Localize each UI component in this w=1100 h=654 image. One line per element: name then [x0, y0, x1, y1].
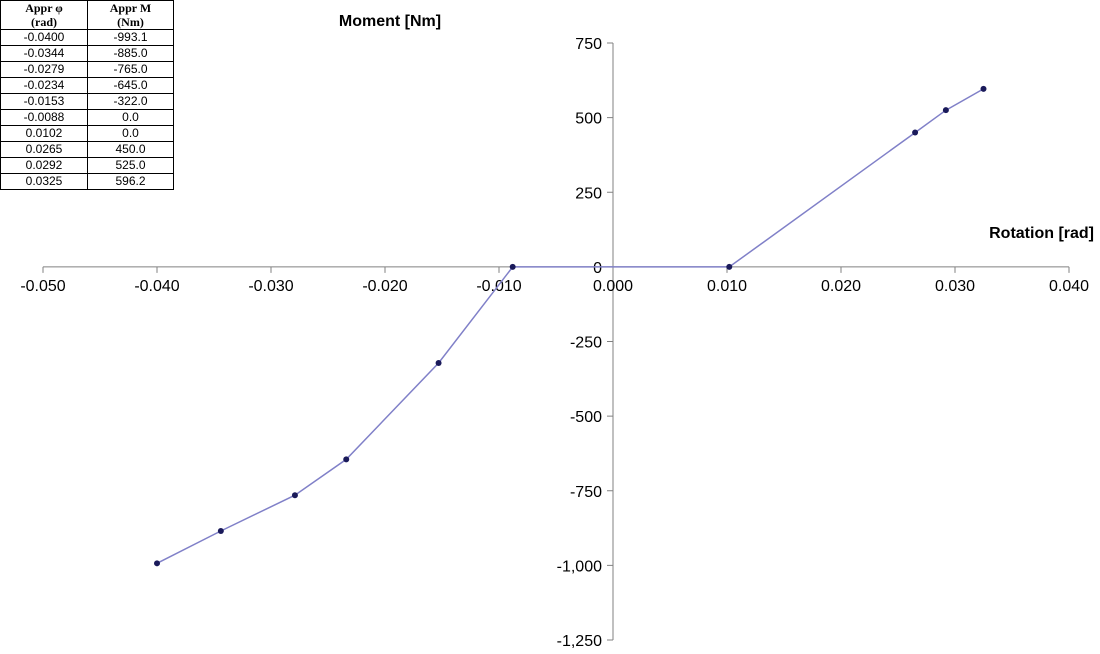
cell-moment: 0.0 [87, 109, 174, 126]
cell-moment: -885.0 [87, 45, 174, 62]
cell-rotation: -0.0153 [0, 93, 88, 110]
y-tick-label: 0 [593, 260, 602, 277]
series-line [156, 88, 984, 564]
data-points [154, 85, 987, 567]
data-point [726, 263, 733, 270]
data-point [154, 560, 160, 567]
header-moment: Appr M (Nm) [87, 0, 174, 30]
table-row: 0.0292 525.0 [0, 157, 174, 174]
table-row: 0.0265 450.0 [0, 141, 174, 158]
table-row: -0.0153 -322.0 [0, 93, 174, 110]
cell-rotation: 0.0325 [0, 173, 88, 190]
y-axis-title: Moment [Nm] [339, 13, 441, 30]
header-moment-line1: Appr M [109, 1, 152, 15]
data-point [343, 456, 350, 463]
y-tick-label: -1,250 [557, 633, 602, 650]
x-tick-label: 0.030 [935, 278, 975, 295]
y-tick-label: 500 [575, 111, 602, 128]
cell-rotation: -0.0400 [0, 29, 88, 46]
cell-moment: -765.0 [87, 61, 174, 78]
axes: -0.050 -0.040 -0.030 -0.020 -0.010 0.000 0.010… [20, 36, 1089, 650]
table-header-row: Appr φ (rad) Appr M (Nm) [0, 0, 174, 30]
table-row: -0.0234 -645.0 [0, 77, 174, 94]
y-tick-label: 250 [575, 185, 602, 202]
data-point [912, 129, 919, 136]
data-point [291, 492, 298, 499]
x-tick-label: 0.020 [821, 278, 861, 295]
cell-moment: -993.1 [87, 29, 174, 46]
cell-rotation: -0.0279 [0, 61, 88, 78]
x-tick-label: 0.010 [707, 278, 747, 295]
table-row: -0.0400 -993.1 [0, 29, 174, 46]
cell-moment: 450.0 [87, 141, 174, 158]
x-tick-label: -0.030 [248, 278, 293, 295]
table-row: -0.0344 -885.0 [0, 45, 174, 62]
table-row: -0.0088 0.0 [0, 109, 174, 126]
header-rotation-line2: (rad) [31, 15, 57, 29]
data-point [942, 107, 949, 114]
data-point [509, 263, 516, 270]
y-tick-label: 750 [575, 36, 602, 53]
data-point [980, 85, 987, 92]
header-moment-line2: (Nm) [117, 15, 144, 29]
cell-rotation: -0.0344 [0, 45, 88, 62]
table-row: 0.0102 0.0 [0, 125, 174, 142]
table-row: 0.0325 596.2 [0, 173, 174, 190]
y-tick-label: -750 [570, 484, 602, 501]
header-rotation: Appr φ (rad) [0, 0, 88, 30]
y-tick-label: -1,000 [557, 558, 602, 575]
data-table: Appr φ (rad) Appr M (Nm) -0.0400 -993.1 -0… [0, 0, 174, 190]
x-tick-label: 0.000 [593, 278, 633, 295]
cell-rotation: 0.0292 [0, 157, 88, 174]
x-tick-label: -0.010 [476, 278, 521, 295]
x-tick-label: -0.040 [134, 278, 179, 295]
cell-rotation: 0.0102 [0, 125, 88, 142]
cell-rotation: -0.0234 [0, 77, 88, 94]
y-tick-label: -500 [570, 409, 602, 426]
cell-moment: 596.2 [87, 173, 174, 190]
cell-moment: 525.0 [87, 157, 174, 174]
x-tick-label: -0.020 [362, 278, 407, 295]
table-row: -0.0279 -765.0 [0, 61, 174, 78]
x-tick-label: -0.050 [20, 278, 65, 295]
header-rotation-line1: Appr φ [25, 1, 63, 15]
data-point [217, 528, 224, 535]
cell-moment: -322.0 [87, 93, 174, 110]
x-axis-title: Rotation [rad] [989, 225, 1094, 242]
x-tick-label: 0.040 [1049, 278, 1089, 295]
cell-moment: 0.0 [87, 125, 174, 142]
data-point [435, 359, 442, 366]
cell-rotation: 0.0265 [0, 141, 88, 158]
cell-moment: -645.0 [87, 77, 174, 94]
cell-rotation: -0.0088 [0, 109, 88, 126]
y-tick-label: -250 [570, 335, 602, 352]
series-line-group [156, 88, 984, 564]
